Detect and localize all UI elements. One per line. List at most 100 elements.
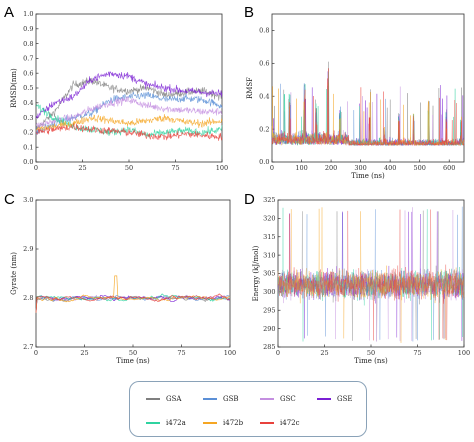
x-tick-label: 100 [224,349,236,357]
legend-swatch [146,398,160,400]
gyrate-series-line [35,275,231,313]
y-tick-label: 1.0 [23,10,33,18]
y-tick-label: 0.6 [259,60,269,68]
y-tick-label: 2.8 [23,294,33,302]
x-tick-label: 25 [80,349,88,357]
x-tick-label: 100 [458,349,470,357]
panel-label-d: D [244,191,255,208]
legend-label: GSA [166,395,182,403]
y-tick-label: 2.9 [23,245,33,253]
y-tick-label: 0.2 [23,129,33,137]
x-tick-label: 50 [367,349,375,357]
legend-swatch [146,422,160,424]
y-tick-label: 0.6 [23,69,33,77]
x-tick-label: 400 [384,164,396,172]
y-tick-label: 0.4 [23,99,33,107]
y-tick-label: 305 [263,270,275,278]
legend-item-i472a: i472a [146,418,186,428]
legend-item-gsa: GSA [146,394,181,404]
y-axis-label: RMSD(nm) [10,68,18,108]
legend-label: GSE [337,395,353,403]
chart-panel-d: 0 25 50 75 100 285 290 295 300 305 310 315 320 325 Tim… [252,196,470,365]
series-line-gse [35,71,223,119]
legend-item-gsc: GSC [260,394,296,404]
series-line-gsc [35,96,223,130]
legend-label: GSB [223,395,239,403]
plot-frame [35,199,231,348]
legend-label: i472b [223,419,244,427]
legend-swatch [203,422,217,424]
y-tick-label: 3.0 [23,196,33,204]
y-tick-label: 315 [263,233,275,241]
series-line-i472c [35,123,223,141]
y-tick-label: 0.8 [259,27,269,35]
y-tick-label: 0.4 [259,92,269,100]
y-tick-label: 0.0 [23,158,33,166]
y-tick-label: 0.8 [23,40,33,48]
y-tick-label: 2.7 [23,343,33,351]
legend-item-gsb: GSB [203,394,239,404]
chart-panel-b: 0 100 200 300 400 500 600 0.0 0.2 0.4 0.6 0.8 Time (… [246,13,465,180]
x-axis-label: Time (ns) [116,357,150,365]
legend-label: i472a [166,419,186,427]
x-tick-label: 0 [34,164,38,172]
y-tick-label: 300 [263,288,275,296]
x-tick-label: 100 [216,164,228,172]
x-tick-label: 25 [320,349,328,357]
x-tick-label: 0 [34,349,38,357]
legend-label: GSC [280,395,296,403]
figure-canvas: A B C D 0 25 50 75 1000.00.10.20.30.40.50.60… [4,4,470,365]
x-tick-label: 500 [413,164,425,172]
x-tick-label: 200 [325,164,337,172]
x-tick-label: 25 [78,164,86,172]
chart-panel-c: 0 25 50 75 100 2.7 2.8 2.9 3.0 Time (ns) Gyrate (n… [10,196,236,365]
legend-swatch [203,398,217,400]
x-tick-label: 300 [354,164,366,172]
y-tick-label: 310 [263,251,275,259]
y-axis-label: RMSF [246,77,254,99]
y-axis-label: Gyrate (nm) [10,252,18,295]
rmsf-series-line [271,72,465,147]
y-tick-label: 0.0 [259,158,269,166]
series-line-gsa [35,77,223,129]
plot-frame [35,13,223,163]
panel-label-c: C [4,191,15,208]
gyrate-series-line [35,293,231,313]
y-tick-label: 0.2 [259,125,269,133]
y-axis-label: Energy (kJ/mol) [252,245,260,301]
series-line-gsb [35,91,223,136]
x-tick-label: 0 [276,349,280,357]
y-tick-label: 295 [263,306,275,314]
plot-frame [271,13,465,163]
panel-label-a: A [4,4,14,21]
x-tick-label: 75 [413,349,421,357]
panel-label-b: B [244,4,254,21]
x-axis-label: Time (ns) [351,172,385,180]
legend-swatch [260,398,274,400]
y-tick-label: 325 [263,196,275,204]
legend-label: i472c [280,419,300,427]
x-tick-label: 50 [125,164,133,172]
legend-swatch [317,398,331,400]
legend-swatch [260,422,274,424]
y-tick-label: 320 [263,215,275,223]
legend-item-i472c: i472c [260,418,300,428]
x-tick-label: 75 [177,349,185,357]
rmsf-series-line [271,61,465,147]
y-tick-label: 0.5 [23,84,33,92]
x-axis-label: Time (ns) [354,357,388,365]
x-tick-label: 50 [129,349,137,357]
legend-item-gse: GSE [317,394,353,404]
y-tick-label: 0.7 [23,55,33,63]
energy-series-line [277,209,465,341]
y-tick-label: 0.9 [23,25,33,33]
chart-panel-a: 0 25 50 75 100 0.0 0.1 0.2 0.3 0.4 0.5 0.6 0.7 0.8 0.9… [10,10,228,172]
legend-item-i472b: i472b [203,418,243,428]
y-tick-label: 285 [263,343,275,351]
x-tick-label: 75 [171,164,179,172]
rmsf-series-line [271,71,465,147]
y-tick-label: 290 [263,325,275,333]
y-tick-label: 0.1 [23,143,33,151]
rmsf-series-line [271,68,465,147]
x-tick-label: 0 [270,164,274,172]
